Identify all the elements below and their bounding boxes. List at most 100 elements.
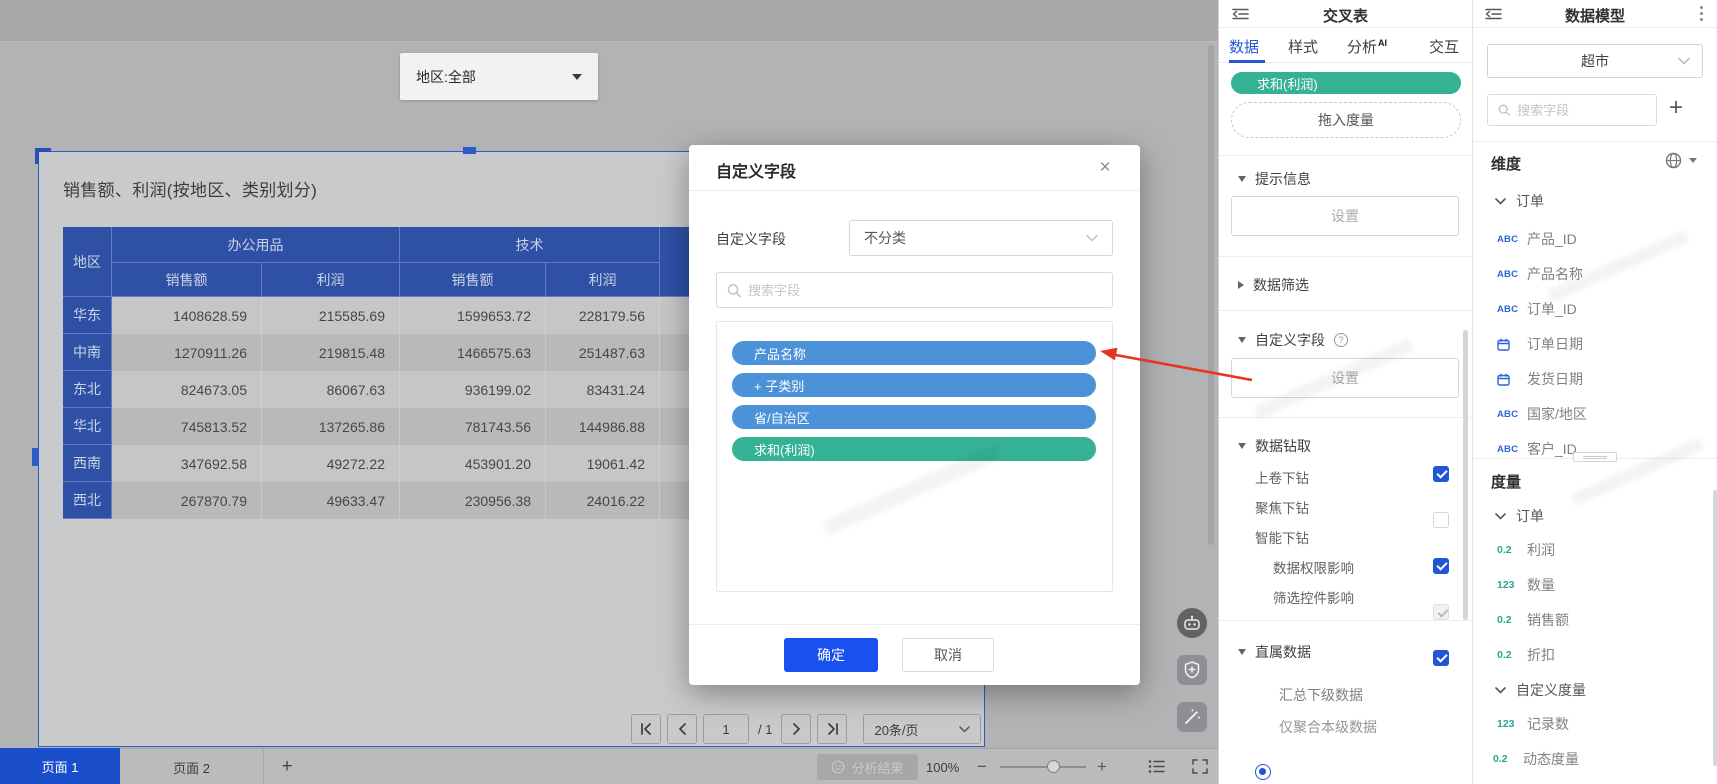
panel-scrollbar[interactable] bbox=[1463, 330, 1468, 620]
field-pill[interactable]: 省/自治区 bbox=[732, 405, 1096, 429]
ok-button[interactable]: 确定 bbox=[784, 638, 878, 672]
field-item[interactable]: 0.2 销售额 bbox=[1497, 612, 1569, 628]
cancel-button[interactable]: 取消 bbox=[902, 638, 994, 672]
number-type-icon: 123 bbox=[1497, 718, 1515, 730]
dataset-select[interactable]: 超市 bbox=[1487, 44, 1703, 78]
field-search-box[interactable] bbox=[1487, 94, 1657, 126]
page-tab-1[interactable]: 页面 1 bbox=[0, 748, 120, 784]
string-type-icon: ABC bbox=[1497, 443, 1519, 455]
table-cell: 137265.86 bbox=[262, 408, 400, 445]
field-item[interactable]: 0.2 折扣 bbox=[1497, 647, 1555, 663]
tooltip-section-header[interactable]: 提示信息 bbox=[1238, 169, 1311, 189]
last-page-button[interactable] bbox=[817, 714, 848, 744]
close-icon[interactable]: × bbox=[1099, 157, 1111, 178]
measure-group-order[interactable]: 订单 bbox=[1495, 506, 1544, 526]
tab-style[interactable]: 样式 bbox=[1288, 39, 1319, 56]
field-item[interactable]: ABC 国家/地区 bbox=[1497, 406, 1587, 422]
zoom-out-button[interactable]: − bbox=[972, 749, 992, 784]
canvas-top-band bbox=[0, 0, 1218, 42]
field-pill[interactable]: 求和(利润) bbox=[732, 437, 1096, 461]
tab-interact[interactable]: 交互 bbox=[1429, 39, 1460, 56]
string-type-icon: ABC bbox=[1497, 303, 1519, 315]
drill-rollup-checkbox[interactable] bbox=[1433, 466, 1449, 482]
aggregate-current-label: 仅聚合本级数据 bbox=[1279, 719, 1377, 735]
panel-scrollbar[interactable] bbox=[1713, 490, 1717, 766]
more-icon[interactable] bbox=[1700, 6, 1703, 21]
dialog-search-input[interactable] bbox=[748, 282, 1102, 298]
divider bbox=[1473, 141, 1717, 142]
add-page-button[interactable]: + bbox=[272, 749, 302, 784]
table-sub-header: 利润 bbox=[546, 263, 660, 297]
zoom-slider-track[interactable] bbox=[1000, 766, 1086, 768]
chart-settings-panel: 交叉表 数据 样式 分析AI 交互 求和(利润) 拖入度量 提示信息 设置 bbox=[1218, 0, 1472, 784]
next-page-button[interactable] bbox=[781, 714, 812, 744]
page-tab-2[interactable]: 页面 2 bbox=[120, 749, 264, 784]
drill-permission-checkbox[interactable] bbox=[1433, 604, 1449, 620]
analysis-result-button[interactable]: 分析结果 bbox=[817, 754, 918, 780]
custom-measure-group[interactable]: 自定义度量 bbox=[1495, 680, 1586, 700]
field-item[interactable]: 订单日期 bbox=[1497, 334, 1697, 354]
field-item[interactable]: ABC 订单_ID bbox=[1497, 301, 1577, 317]
field-item[interactable]: 发货日期 bbox=[1497, 369, 1697, 389]
crosstab-table: 地区 办公用品 技术 销售额 利润 销售额 利润 华东 1408628.59 2… bbox=[63, 227, 790, 519]
shield-add-button[interactable] bbox=[1177, 655, 1207, 685]
magic-wand-button[interactable] bbox=[1177, 702, 1207, 732]
table-cell: 251487.63 bbox=[546, 334, 660, 371]
custom-field-section-header[interactable]: 自定义字段 ? bbox=[1238, 330, 1348, 350]
table-cell: 936199.02 bbox=[400, 371, 546, 408]
measure-pill[interactable]: 求和(利润) bbox=[1231, 72, 1461, 94]
dimension-group-order[interactable]: 订单 bbox=[1495, 191, 1544, 211]
measure-drop-zone[interactable]: 拖入度量 bbox=[1231, 102, 1461, 138]
zoom-slider-handle[interactable] bbox=[1047, 760, 1060, 773]
search-icon bbox=[1498, 104, 1510, 116]
field-item[interactable]: 123 记录数 bbox=[1497, 716, 1569, 732]
dialog-search-box[interactable] bbox=[716, 272, 1113, 308]
summarize-children-radio[interactable] bbox=[1255, 764, 1271, 780]
collapse-panel-icon[interactable] bbox=[1485, 7, 1502, 21]
date-type-icon bbox=[1497, 338, 1527, 351]
help-icon[interactable]: ? bbox=[1334, 333, 1348, 347]
prev-page-button[interactable] bbox=[667, 714, 697, 744]
number-type-icon: 123 bbox=[1497, 579, 1515, 591]
direct-data-section-header[interactable]: 直属数据 bbox=[1238, 642, 1311, 662]
tooltip-settings-button[interactable]: 设置 bbox=[1231, 196, 1459, 236]
canvas-scrollbar[interactable] bbox=[1208, 45, 1214, 545]
field-pill[interactable]: + 子类别 bbox=[732, 373, 1096, 397]
layout-list-button[interactable] bbox=[1148, 759, 1165, 774]
page-number-input[interactable] bbox=[703, 714, 749, 744]
table-cell: 228179.56 bbox=[546, 297, 660, 334]
custom-field-settings-button[interactable]: 设置 bbox=[1231, 358, 1459, 398]
section-resize-handle[interactable] bbox=[1573, 452, 1617, 462]
data-filter-section-header[interactable]: 数据筛选 bbox=[1238, 275, 1309, 295]
field-search-input[interactable] bbox=[1517, 102, 1646, 118]
selection-handle-top-middle[interactable] bbox=[463, 147, 476, 154]
field-item[interactable]: 0.2 动态度量 bbox=[1493, 751, 1579, 767]
drill-focus-checkbox[interactable] bbox=[1433, 512, 1449, 528]
drill-smart-checkbox[interactable] bbox=[1433, 558, 1449, 574]
selection-handle-middle-left[interactable] bbox=[32, 448, 39, 466]
zoom-in-button[interactable]: + bbox=[1092, 749, 1112, 784]
category-select[interactable]: 不分类 bbox=[849, 220, 1113, 256]
field-item[interactable]: ABC 产品名称 bbox=[1497, 266, 1583, 282]
selection-handle-top-left[interactable] bbox=[35, 148, 51, 164]
triangle-down-icon bbox=[1238, 176, 1246, 182]
tab-data[interactable]: 数据 bbox=[1229, 39, 1260, 56]
tab-analyze[interactable]: 分析AI bbox=[1347, 38, 1388, 56]
divider bbox=[1219, 310, 1472, 311]
field-item[interactable]: 0.2 利润 bbox=[1497, 542, 1555, 558]
field-item[interactable]: 123 数量 bbox=[1497, 577, 1555, 593]
field-pill[interactable]: 产品名称 bbox=[732, 341, 1096, 365]
ai-assistant-button[interactable] bbox=[1177, 608, 1207, 638]
globe-icon[interactable] bbox=[1665, 152, 1682, 169]
region-filter-dropdown[interactable]: 地区:全部 bbox=[400, 53, 598, 100]
add-field-button[interactable]: + bbox=[1669, 94, 1684, 121]
page-size-select[interactable]: 20条/页 bbox=[863, 714, 982, 744]
field-item[interactable]: ABC 产品_ID bbox=[1497, 231, 1577, 247]
drill-filter-widget-checkbox[interactable] bbox=[1433, 650, 1449, 666]
fullscreen-button[interactable] bbox=[1192, 759, 1208, 774]
drill-section-header[interactable]: 数据钻取 bbox=[1238, 436, 1311, 456]
chevron-down-icon[interactable] bbox=[1689, 158, 1697, 163]
collapse-panel-icon[interactable] bbox=[1232, 7, 1249, 21]
field-item[interactable]: ABC 客户_ID bbox=[1497, 441, 1577, 457]
first-page-button[interactable] bbox=[631, 714, 661, 744]
